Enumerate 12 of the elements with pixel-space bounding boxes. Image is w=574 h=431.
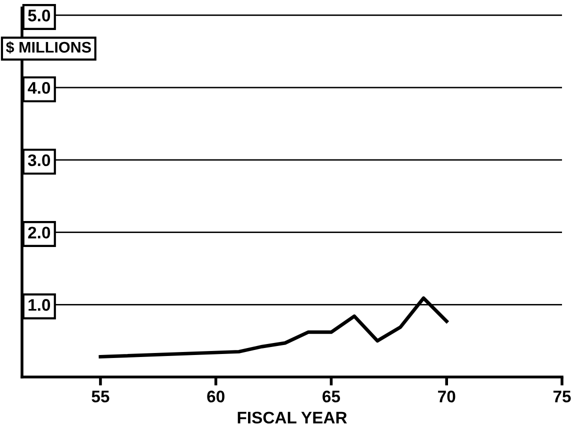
y-tick-label: 4.0: [28, 82, 50, 94]
y-axis-title: $ MILLIONS: [6, 41, 91, 54]
x-axis-title: FISCAL YEAR: [238, 412, 347, 424]
x-tick-label: 65: [322, 390, 340, 402]
y-tick-label: 5.0: [28, 10, 50, 22]
x-tick-label: 70: [438, 390, 456, 402]
y-tick-label: 1.0: [28, 299, 50, 311]
x-tick-label: 60: [207, 390, 224, 402]
y-tick-label: 2.0: [28, 226, 50, 238]
x-tick-label: 55: [92, 390, 110, 402]
y-tick-label: 3.0: [28, 154, 50, 166]
x-tick-label: 75: [553, 390, 571, 402]
